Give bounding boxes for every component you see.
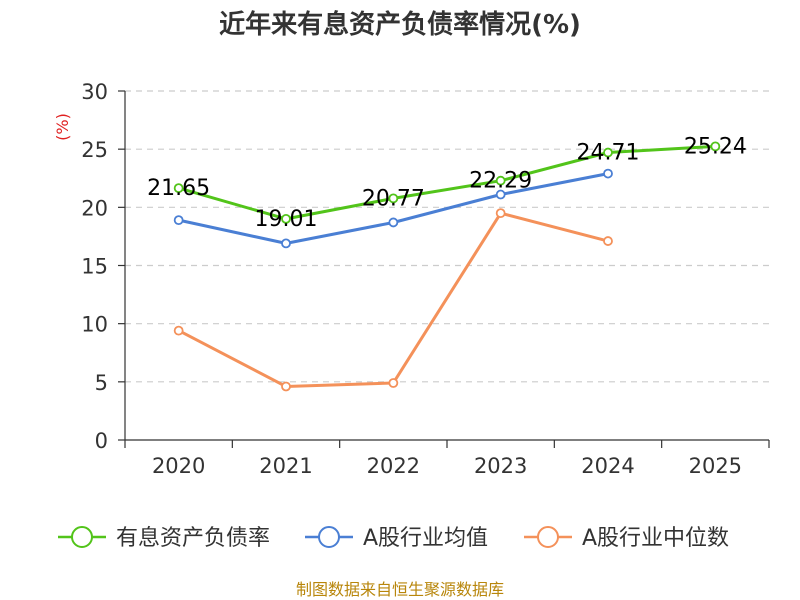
x-tick-label: 2024 <box>581 454 634 478</box>
data-point <box>603 147 613 158</box>
data-point <box>281 238 291 249</box>
series-line <box>178 211 609 388</box>
x-tick-label: 2020 <box>152 454 205 478</box>
series-group <box>173 141 721 392</box>
y-tick-label: 10 <box>81 313 108 337</box>
data-label: 25.24 <box>684 134 747 159</box>
axes <box>118 90 770 448</box>
data-label: 19.01 <box>255 207 318 232</box>
y-tick-label: 25 <box>81 138 108 162</box>
data-point <box>495 208 506 219</box>
legend: 有息资产负债率 A股行业均值 A股行业中位数 <box>58 526 729 551</box>
data-point <box>281 213 291 224</box>
x-tick-label: 2021 <box>259 454 312 478</box>
data-point <box>388 378 399 388</box>
y-tick-label: 5 <box>95 371 108 395</box>
legend-label: A股行业均值 <box>363 526 488 551</box>
source-note: 制图数据来自恒生聚源数据库 <box>296 580 504 599</box>
chart-title: 近年来有息资产负债率情况(%) <box>219 9 581 40</box>
legend-label: A股行业中位数 <box>582 526 729 551</box>
y-tick-label: 20 <box>81 196 108 220</box>
legend-marker <box>71 526 93 548</box>
x-tick-label: 2023 <box>474 454 527 478</box>
legend-marker <box>318 526 340 548</box>
y-tick-label: 0 <box>95 429 108 453</box>
legend-label: 有息资产负债率 <box>116 526 270 551</box>
series-line <box>178 144 716 221</box>
data-label: 21.65 <box>147 176 210 201</box>
data-label: 24.71 <box>577 141 640 166</box>
y-tick-label: 30 <box>81 80 108 104</box>
data-point <box>281 381 291 392</box>
data-point <box>603 168 613 179</box>
data-label: 22.29 <box>469 169 532 194</box>
data-point <box>495 175 506 186</box>
data-point <box>603 236 613 246</box>
gridlines <box>125 90 769 383</box>
y-tick-label: 15 <box>81 255 108 279</box>
data-point <box>388 217 399 228</box>
x-tick-label: 2022 <box>367 454 420 478</box>
legend-marker <box>537 526 559 548</box>
data-labels: 21.65 19.01 20.77 22.29 24.71 25.24 <box>147 134 747 231</box>
data-point <box>495 189 506 200</box>
data-label: 20.77 <box>362 186 425 211</box>
x-tick-label: 2025 <box>689 454 742 478</box>
data-point <box>173 325 184 336</box>
y-axis-label: (%) <box>53 113 72 141</box>
data-point <box>173 183 184 194</box>
data-point <box>173 215 184 226</box>
data-point <box>388 193 399 204</box>
data-point <box>710 141 721 152</box>
